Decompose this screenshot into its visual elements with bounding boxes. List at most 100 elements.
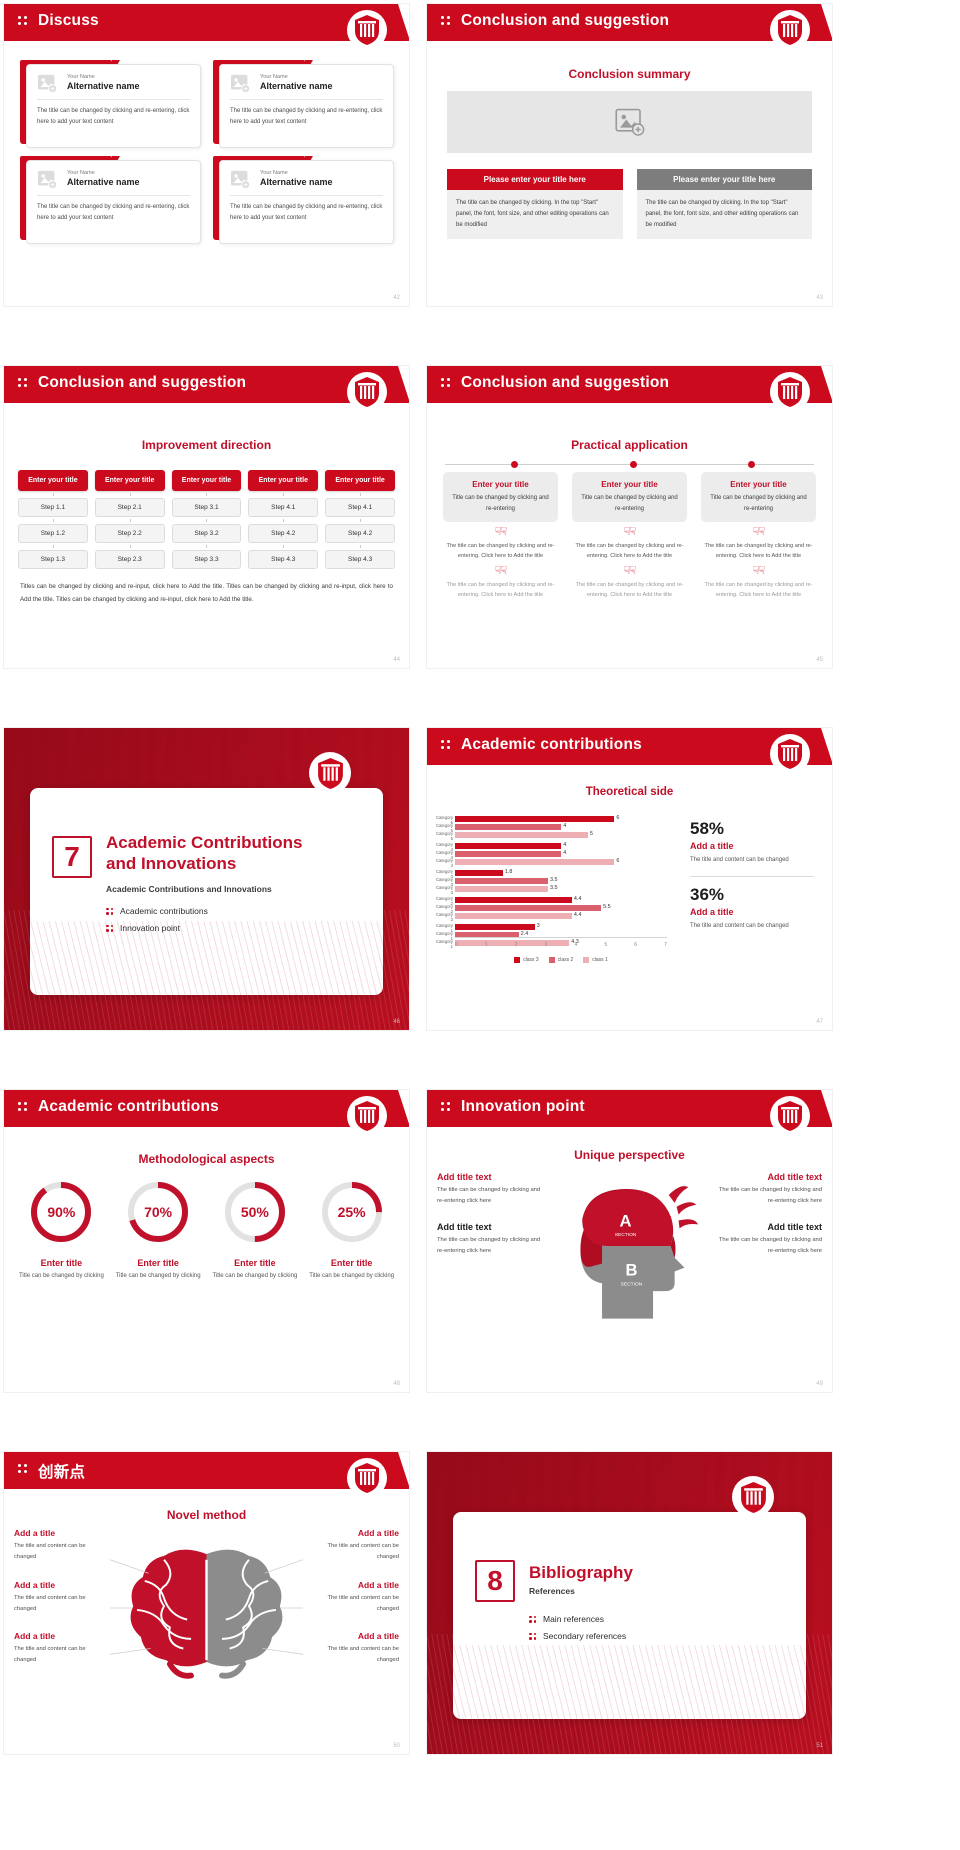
svg-text:A: A <box>620 1211 632 1230</box>
donut-value: 50% <box>240 1204 269 1220</box>
step-header-button[interactable]: Enter your title <box>171 470 242 491</box>
bar <box>455 823 562 831</box>
donut-item[interactable]: 25% Enter title Title can be changed by cl… <box>306 1178 397 1282</box>
slide-methodological-aspects[interactable]: Academic contributions Methodological as… <box>4 1090 409 1392</box>
slide-theoretical-side[interactable]: Academic contributions Theoretical side … <box>427 728 832 1030</box>
item-desc: The title and content can be changed <box>327 1543 399 1561</box>
brain-diagram <box>109 1528 304 1688</box>
stat-description: The title and content can be changed <box>690 856 789 863</box>
chevron-down-icon: ☟☟ <box>623 565 636 578</box>
step-cell[interactable]: Step 1.3 <box>18 550 88 569</box>
item-desc: The title can be changed by clicking and… <box>718 1187 822 1205</box>
step-connector <box>172 517 242 524</box>
step-header-button[interactable]: Enter your title <box>325 470 395 491</box>
slide-practical-application[interactable]: Conclusion and suggestion Practical appl… <box>427 366 832 668</box>
practical-columns: Enter your title Title can be changed by… <box>443 472 816 601</box>
slide-cover-bibliography[interactable]: 8 Bibliography References Main reference… <box>427 1452 832 1754</box>
bar-category-label: Category 5 <box>436 815 453 825</box>
step-cell[interactable]: Step 2.1 <box>94 498 165 517</box>
donut-item[interactable]: 90% Enter title Title can be changed by cl… <box>16 1178 107 1282</box>
x-tick: 0 <box>455 942 458 948</box>
bar-category-label: Category 3 <box>436 876 453 887</box>
step-cell[interactable]: Step 4.1 <box>248 498 319 517</box>
step-connector <box>18 517 88 524</box>
folder-card[interactable]: Your Name Alternative name The title can… <box>20 60 201 148</box>
bar-category-label: Category 2 <box>436 903 453 914</box>
step-cell[interactable]: Step 3.3 <box>171 550 242 569</box>
bar-row: Category 5 4 <box>436 823 667 833</box>
dots-icon <box>106 924 113 932</box>
dots-icon <box>106 907 113 915</box>
step-cell[interactable]: Step 4.2 <box>325 524 395 543</box>
image-placeholder-box[interactable] <box>447 91 812 153</box>
chart-x-ticks: 0 1 2 3 4 5 6 7 <box>455 942 667 948</box>
step-cell[interactable]: Step 1.1 <box>18 498 88 517</box>
slide-conclusion-summary[interactable]: Conclusion and suggestion Conclusion sum… <box>427 4 832 306</box>
folder-card[interactable]: Your Name Alternative name The title can… <box>20 156 201 244</box>
step-header-button[interactable]: Enter your title <box>94 470 165 491</box>
donut-item[interactable]: 50% Enter title Title can be changed by cl… <box>210 1178 301 1282</box>
step-cell[interactable]: Step 2.2 <box>94 524 165 543</box>
step-cell[interactable]: Step 4.3 <box>248 550 319 569</box>
image-placeholder-icon <box>231 74 251 93</box>
column-header[interactable]: Please enter your title here <box>447 169 623 190</box>
legend-swatch <box>583 957 590 963</box>
column-header[interactable]: Please enter your title here <box>636 169 812 190</box>
list-item[interactable]: Academic contributions <box>106 906 208 916</box>
slide-novel-method[interactable]: 创新点 Novel method Add a title The title a… <box>4 1452 409 1754</box>
list-item[interactable]: Secondary references <box>529 1631 626 1641</box>
practical-card[interactable]: Enter your title Title can be changed by… <box>572 472 687 522</box>
slide-innovation-point[interactable]: Innovation point Unique perspective Add … <box>427 1090 832 1392</box>
slide-cover-academic-contributions[interactable]: 7 Academic Contributions and Innovations… <box>4 728 409 1030</box>
folder-card[interactable]: Your Name Alternative name The title can… <box>213 156 394 244</box>
logo-icon <box>770 1096 810 1136</box>
slide-improvement-direction[interactable]: Conclusion and suggestion Improvement di… <box>4 366 409 668</box>
legend-item: class 1 <box>583 957 608 963</box>
step-cell[interactable]: Step 4.2 <box>248 524 319 543</box>
slide-title: Innovation point <box>461 1098 585 1115</box>
page-number: 48 <box>393 1381 400 1387</box>
bar-group-spacer <box>455 948 667 951</box>
page-number: 44 <box>393 657 400 663</box>
cover-title-line1: Academic Contributions <box>106 833 303 852</box>
step-column: Enter your title Step 4.1 Step 4.2 Step … <box>325 470 395 569</box>
step-cell[interactable]: Step 4.1 <box>325 498 395 517</box>
step-connector <box>325 491 395 498</box>
step-cell[interactable]: Step 4.3 <box>325 550 395 569</box>
slide-header-bar: Conclusion and suggestion <box>427 4 832 41</box>
bar-category-label: Category 2 <box>436 911 453 922</box>
step-connector <box>248 517 318 524</box>
card-title: Enter your title <box>472 480 529 489</box>
list-item[interactable]: Main references <box>529 1614 626 1624</box>
practical-column: Enter your title Title can be changed by… <box>701 472 816 601</box>
bar-value-label: 6 <box>616 815 620 821</box>
x-tick: 5 <box>604 942 608 948</box>
bar-row: Category 3 3.5 <box>436 877 667 887</box>
slide-header-bar: Discuss <box>4 4 409 41</box>
list-item[interactable]: Innovation point <box>106 923 208 933</box>
step-cell[interactable]: Step 1.2 <box>18 524 88 543</box>
bar-value-label: 3 <box>536 922 540 929</box>
step-cell[interactable]: Step 2.3 <box>94 550 165 569</box>
svg-text:SECTION: SECTION <box>615 1232 637 1238</box>
step-header-button[interactable]: Enter your title <box>248 470 319 491</box>
slide-discuss[interactable]: Discuss Your Name Alternative name The <box>4 4 409 306</box>
bar-row: Category 2 4.4 <box>436 896 667 906</box>
legend-label: class 2 <box>557 957 574 963</box>
practical-card[interactable]: Enter your title Title can be changed by… <box>701 472 816 522</box>
chart-x-axis <box>455 937 667 938</box>
item-desc: The title can be changed by clicking and… <box>437 1236 541 1254</box>
step-header-button[interactable]: Enter your title <box>18 470 88 491</box>
slide-title: Conclusion and suggestion <box>461 374 670 391</box>
folder-card[interactable]: Your Name Alternative name The title can… <box>213 60 394 148</box>
logo-icon <box>347 10 387 50</box>
bar-value-label: 3.5 <box>550 884 558 891</box>
donut-item[interactable]: 70% Enter title Title can be changed by cl… <box>113 1178 204 1282</box>
practical-card[interactable]: Enter your title Title can be changed by… <box>443 472 558 522</box>
step-cell[interactable]: Step 3.1 <box>171 498 242 517</box>
bar-value-label: 6 <box>616 857 620 864</box>
page-number: 49 <box>816 1381 823 1387</box>
step-cell[interactable]: Step 3.2 <box>171 524 242 543</box>
item-desc: The title and content can be changed <box>14 1594 86 1612</box>
list-item-label: Academic contributions <box>120 906 208 916</box>
